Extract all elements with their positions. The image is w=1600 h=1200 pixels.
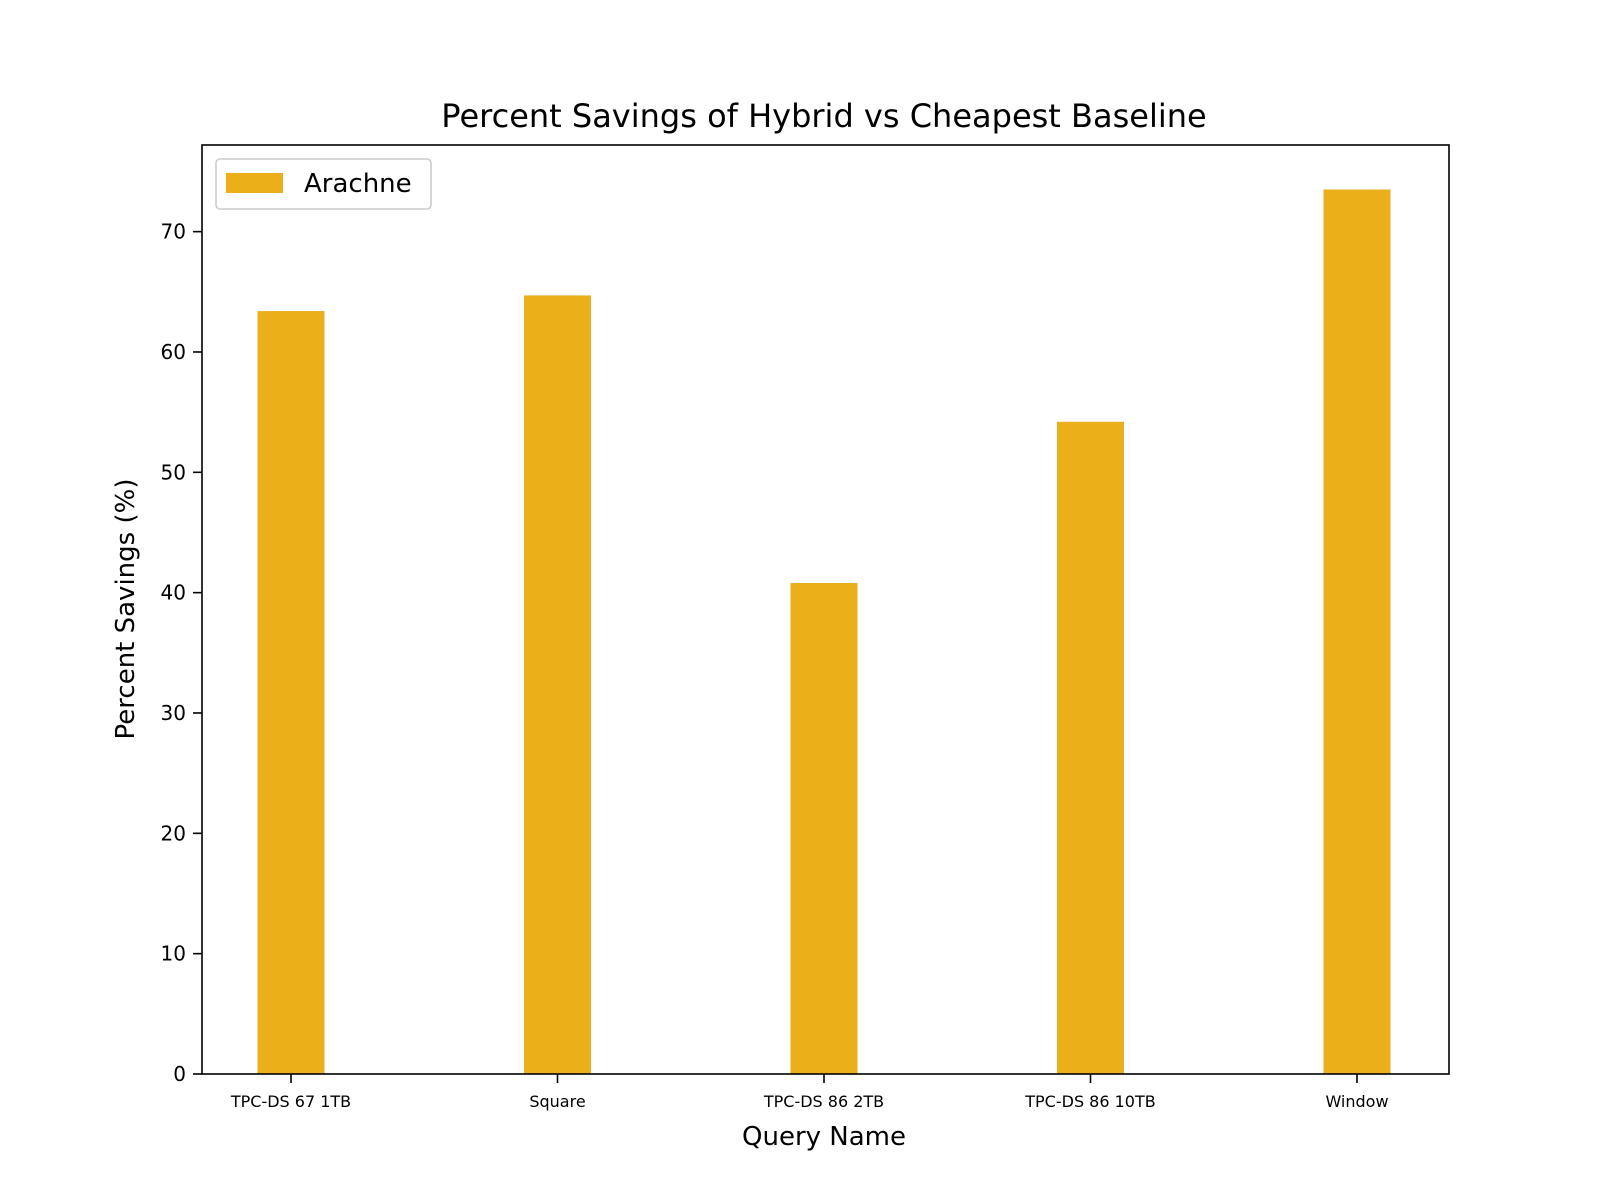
bars-group [257,189,1391,1075]
bar-square [524,295,591,1074]
legend: Arachne [215,158,432,210]
plot-frame [201,144,1450,1075]
y-tick-label-0: 0 [173,1062,186,1086]
y-tick-label-70: 70 [161,220,186,244]
x-axis: TPC-DS 67 1TB Square TPC-DS 86 2TB TPC-DS 8… [230,1074,1389,1111]
bar-tpc-ds-67-1tb [257,311,325,1074]
bar-tpc-ds-86-2tb [790,583,858,1074]
y-axis: 0 10 20 30 40 50 60 70 [161,220,202,1086]
bar-tpc-ds-86-10tb [1057,421,1124,1074]
y-axis-label: Percent Savings (%) [111,479,141,740]
legend-swatch-arachne [226,173,283,193]
y-tick-label-40: 40 [161,581,186,605]
y-tick-label-30: 30 [161,701,186,725]
x-tick-label-tpc-ds-86-2tb: TPC-DS 86 2TB [763,1092,884,1111]
x-tick-label-tpc-ds-86-10tb: TPC-DS 86 10TB [1024,1092,1155,1111]
legend-box [215,158,432,210]
x-tick-label-tpc-ds-67-1tb: TPC-DS 67 1TB [230,1092,351,1111]
y-tick-label-60: 60 [161,340,186,364]
bar-window [1323,189,1391,1075]
chart-title: Percent Savings of Hybrid vs Cheapest Ba… [441,97,1206,135]
y-tick-label-50: 50 [161,460,186,484]
x-tick-label-window: Window [1325,1092,1388,1111]
x-axis-label: Query Name [742,1122,906,1152]
x-tick-label-square: Square [529,1092,585,1111]
y-tick-label-20: 20 [161,821,186,845]
legend-label-arachne: Arachne [304,169,412,199]
y-tick-label-10: 10 [161,942,186,966]
